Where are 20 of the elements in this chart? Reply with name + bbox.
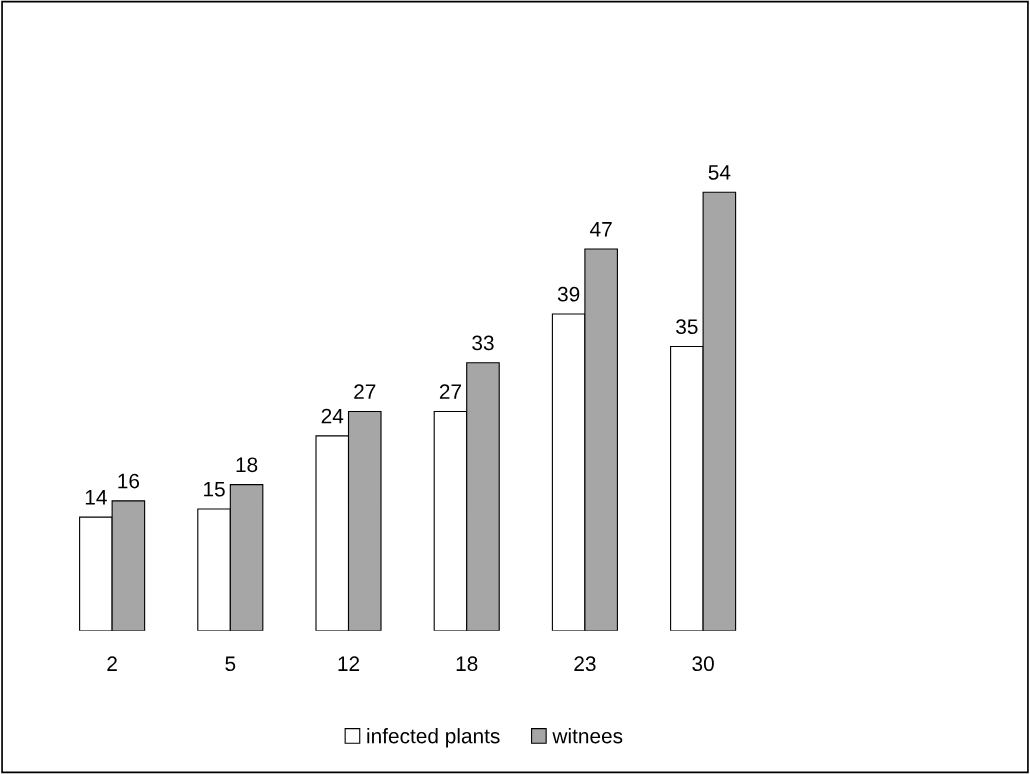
data-label: 14 — [85, 490, 107, 505]
data-label: 15 — [204, 481, 225, 497]
x-tick-label: 23 — [574, 656, 596, 672]
data-label: 35 — [676, 319, 698, 335]
data-label: 18 — [236, 457, 258, 473]
data-label: 16 — [118, 473, 140, 489]
data-label: 27 — [439, 384, 461, 399]
legend-label: infected plants — [367, 728, 500, 748]
x-tick-label: 30 — [692, 656, 714, 672]
data-label: 39 — [557, 286, 580, 302]
x-tick-label: 2 — [107, 656, 117, 671]
data-label: 27 — [354, 384, 376, 399]
x-tick-label: 18 — [456, 656, 478, 672]
data-label: 33 — [472, 335, 494, 351]
data-label: 47 — [590, 222, 612, 237]
data-label: 24 — [321, 408, 344, 424]
legend-label: witnees — [552, 728, 623, 744]
x-tick-label: 12 — [338, 656, 360, 671]
x-tick-label: 5 — [225, 656, 236, 672]
data-label: 54 — [708, 165, 731, 180]
